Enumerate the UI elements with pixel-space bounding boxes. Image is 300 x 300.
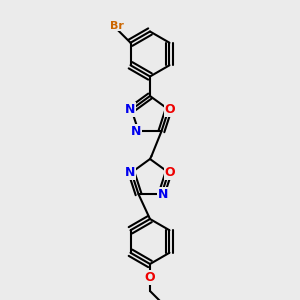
- Text: N: N: [125, 103, 135, 116]
- Text: O: O: [165, 103, 176, 116]
- Text: O: O: [145, 271, 155, 284]
- Text: N: N: [158, 188, 168, 201]
- Text: N: N: [131, 125, 141, 138]
- Text: O: O: [165, 166, 176, 179]
- Text: N: N: [125, 166, 135, 179]
- Text: Br: Br: [110, 21, 124, 31]
